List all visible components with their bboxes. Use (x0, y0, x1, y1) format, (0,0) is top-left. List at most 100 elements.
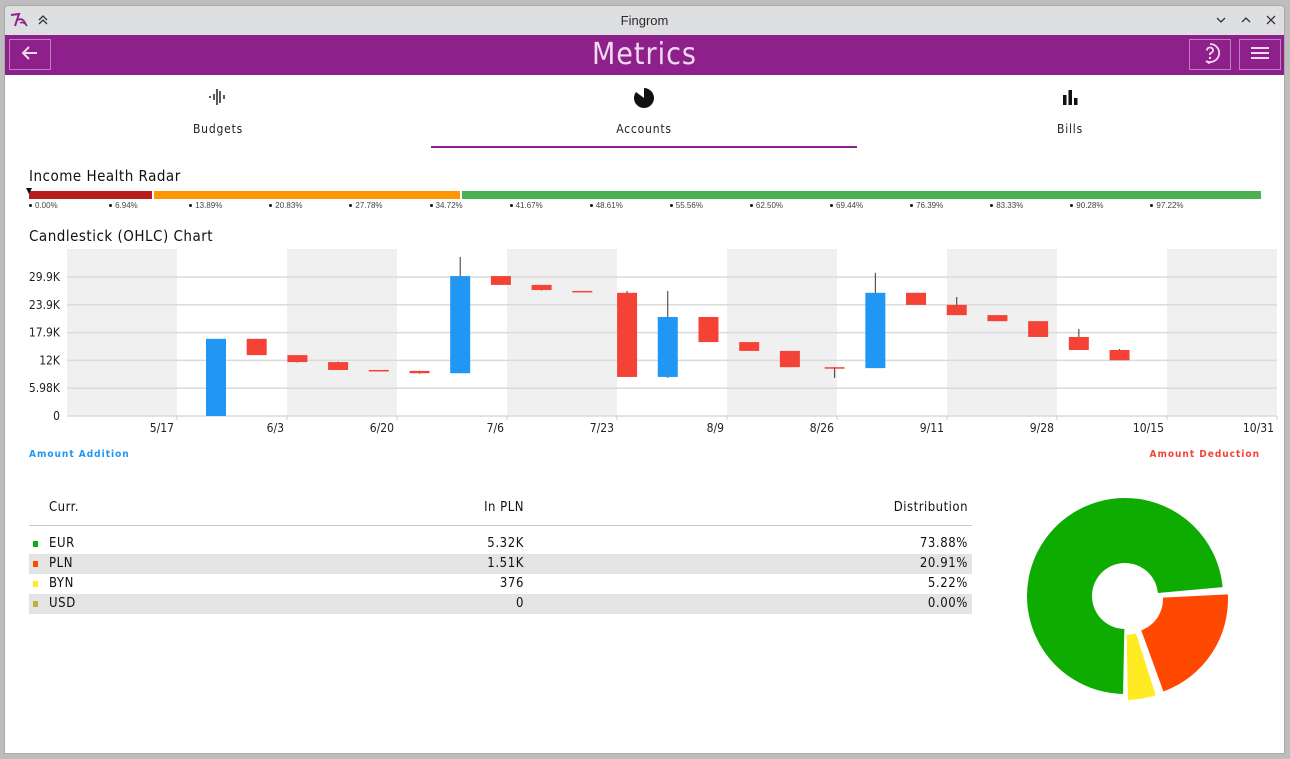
maximize-button[interactable] (1236, 10, 1256, 30)
candle-up (657, 316, 678, 377)
cell-in-pln: 0 (515, 596, 524, 611)
x-tick-label: 6/3 (267, 421, 284, 435)
app-window: Fingrom Metrics (4, 5, 1285, 754)
candle-down (739, 342, 760, 351)
tab-label: Accounts (616, 122, 672, 136)
radar-segment-poor (29, 191, 153, 199)
donut-slice-eur (1027, 498, 1223, 694)
cell-distribution: 0.00% (927, 596, 968, 611)
candle-up (206, 338, 226, 416)
table-row: PLN 1.51K 20.91% (29, 554, 972, 574)
x-tick-label: 10/31 (1243, 421, 1274, 435)
menu-button[interactable] (1239, 39, 1281, 70)
tab-budgets[interactable]: Budgets (5, 75, 431, 150)
x-tick-label: 6/20 (370, 421, 394, 435)
currency-donut-chart (1027, 498, 1228, 700)
y-tick-label: 0 (53, 409, 60, 423)
arrow-left-icon (20, 44, 40, 66)
tab-label: Bills (1056, 122, 1084, 136)
cell-currency: BYN (49, 576, 75, 591)
tick-dot (349, 204, 353, 208)
cell-distribution: 20.91% (919, 556, 968, 571)
candle-down (1109, 349, 1130, 361)
tab-label: Budgets (192, 122, 244, 136)
candle-down (779, 350, 800, 368)
tick-dot (910, 204, 914, 208)
radar-tick-label: 76.39% (910, 201, 943, 210)
tab-bills[interactable]: Bills (857, 75, 1283, 150)
x-tick-label: 8/26 (810, 421, 834, 435)
candle-up (865, 292, 886, 369)
cell-distribution: 73.88% (919, 536, 968, 551)
tick-dot (1070, 204, 1074, 208)
radar-segment-good (462, 191, 1261, 199)
bar-chart-icon (1060, 87, 1080, 111)
currency-color-swatch (33, 541, 38, 547)
y-tick-label: 5.98K (29, 381, 61, 395)
y-tick-label: 17.9K (29, 326, 61, 340)
tick-dot (589, 204, 593, 208)
radar-title: Income Health Radar (29, 167, 181, 185)
help-button[interactable] (1189, 39, 1231, 70)
candle-down (368, 369, 389, 372)
candle-down (617, 292, 638, 377)
x-tick-label: 9/28 (1030, 421, 1054, 435)
legend-amount-deduction: Amount Deduction (1149, 449, 1260, 460)
candle-down (1068, 336, 1089, 350)
currency-color-swatch (33, 561, 38, 567)
radar-tick-label: 41.67% (509, 201, 543, 210)
x-tick-label: 7/6 (487, 421, 505, 435)
waveform-icon (208, 87, 228, 111)
x-tick-label: 9/11 (920, 421, 944, 435)
cell-in-pln: 1.51K (487, 556, 524, 571)
chart-title: Candlestick (OHLC) Chart (29, 227, 214, 245)
candle-down (572, 290, 593, 293)
candle-down (987, 315, 1008, 322)
radar-tick-label: 90.28% (1070, 201, 1103, 210)
tick-dot (509, 204, 513, 208)
active-tab-indicator (431, 146, 857, 148)
candle-down (246, 338, 267, 356)
radar-tick-label: 34.72% (429, 201, 463, 210)
currency-color-swatch (33, 581, 38, 587)
radar-tick-label: 62.50% (749, 201, 783, 210)
app-bar: Metrics (5, 35, 1284, 75)
table-row: USD 0 0.00% (29, 594, 972, 614)
pie-icon (633, 87, 655, 113)
header-currency: Curr. (49, 500, 79, 515)
radar-tick-label: 0.00% (29, 201, 58, 210)
tab-accounts[interactable]: Accounts (431, 75, 857, 150)
tick-dot (830, 204, 833, 208)
radar-tick-label: 6.94% (109, 201, 138, 210)
candle-down (287, 355, 308, 363)
cell-currency: PLN (49, 556, 74, 571)
radar-tick-label: 55.56% (669, 201, 703, 210)
cell-in-pln: 5.32K (487, 536, 524, 551)
app-logo-icon (9, 11, 29, 33)
x-tick-label: 7/23 (590, 421, 614, 435)
table-row: BYN 376 5.22% (29, 574, 972, 594)
candle-down (906, 292, 927, 305)
candle-down (409, 370, 430, 374)
radar-tick-label: 27.78% (349, 201, 383, 210)
close-button[interactable] (1261, 10, 1281, 30)
radar-tick-label: 13.89% (189, 201, 222, 210)
radar-tick-label: 69.44% (830, 201, 863, 210)
window-title: Fingrom (620, 13, 669, 28)
candle-down (1028, 321, 1049, 337)
x-tick-label: 5/17 (150, 421, 174, 435)
cell-distribution: 5.22% (927, 576, 968, 591)
hamburger-menu-icon (1250, 45, 1270, 65)
title-bar: Fingrom (5, 6, 1284, 35)
cell-currency: USD (49, 596, 76, 611)
minimize-button[interactable] (1211, 10, 1231, 30)
tick-dot (990, 204, 994, 208)
tick-dot (189, 204, 193, 208)
donut-slice-byn (1126, 633, 1156, 700)
candlestick-chart: 0 5.98K 12K 17.9K 23.9K 29.9K 5/17 6/3 6/20 7/6 7/… (29, 249, 1278, 435)
candle-down (531, 284, 552, 291)
legend-amount-addition: Amount Addition (29, 449, 130, 460)
tick-dot (109, 204, 113, 208)
keep-above-icon[interactable] (33, 10, 53, 30)
back-button[interactable] (9, 39, 51, 70)
